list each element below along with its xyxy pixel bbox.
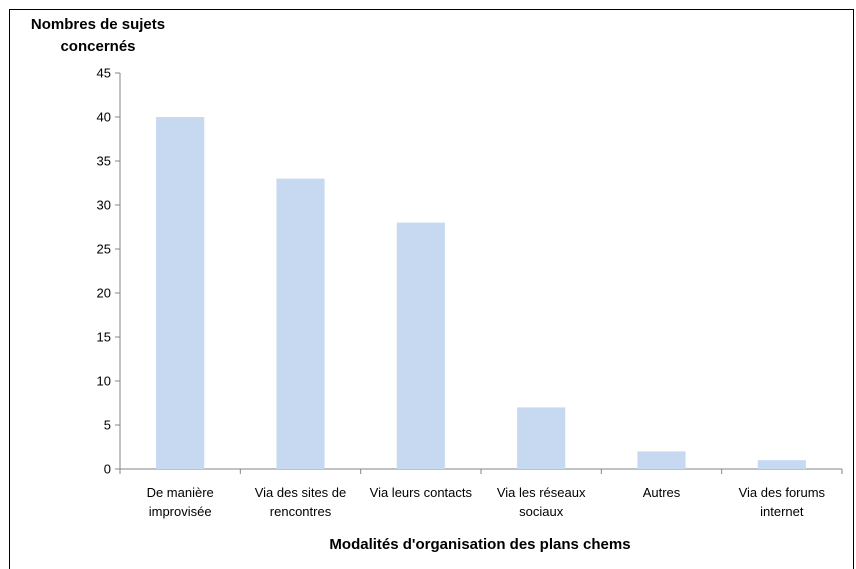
y-tick-label: 30 [97,198,111,213]
x-tick-label: rencontres [270,504,332,519]
bar [757,460,806,469]
y-axis-title-line2: concernés [60,38,136,55]
x-axis-title: Modalités d'organisation des plans chems [329,536,631,553]
bar [276,178,325,469]
bar [637,451,686,469]
x-tick-label: Via des forums [739,485,826,500]
x-tick-label: sociaux [519,504,564,519]
x-tick-label: Via des sites de [255,485,347,500]
x-tick-label: De manière [147,485,214,500]
y-tick-label: 20 [97,286,111,301]
y-tick-label: 10 [97,374,111,389]
bar [396,222,445,469]
chart-frame [9,9,854,569]
x-tick-label: improvisée [149,504,212,519]
bar [156,117,205,469]
y-tick-label: 35 [97,154,111,169]
y-tick-label: 45 [97,66,111,81]
y-tick-label: 15 [97,330,111,345]
x-tick-label: Autres [643,485,681,500]
y-tick-label: 0 [104,462,111,477]
x-tick-label: internet [760,504,804,519]
x-tick-label: Via les réseaux [497,485,586,500]
bar [517,407,566,469]
y-axis-title: Nombres de sujets concernés [12,14,184,58]
y-axis-title-line1: Nombres de sujets [30,16,166,33]
y-tick-label: 40 [97,110,111,125]
x-tick-label: Via leurs contacts [370,485,473,500]
y-tick-label: 5 [104,418,111,433]
y-tick-label: 25 [97,242,111,257]
